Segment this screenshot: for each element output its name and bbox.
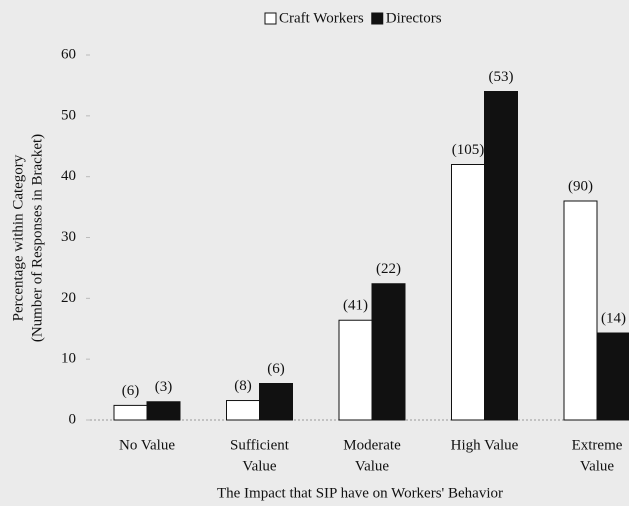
y-tick-label: 60 — [61, 46, 76, 62]
data-label: (3) — [155, 379, 173, 395]
data-label: (14) — [601, 310, 626, 326]
legend-swatch — [371, 12, 384, 25]
y-tick-label: 0 — [69, 411, 77, 427]
x-tick-label: No Value — [119, 437, 175, 453]
bar — [113, 404, 148, 421]
y-tick-label: 40 — [61, 168, 76, 184]
data-label: (8) — [234, 378, 252, 394]
y-tick-label: 10 — [61, 351, 76, 367]
bar — [596, 332, 629, 421]
bar — [226, 400, 260, 421]
x-tick-label: Sufficient — [230, 437, 290, 453]
y-axis-title-line: Percentage within Category — [10, 154, 26, 321]
bar — [563, 200, 598, 421]
x-tick-label: High Value — [451, 437, 519, 453]
y-tick-label: 20 — [61, 290, 76, 306]
y-axis-title: Percentage within Category (Number of Re… — [10, 134, 45, 342]
bar — [484, 91, 518, 421]
x-tick-label: Value — [242, 458, 276, 474]
data-label: (22) — [376, 261, 401, 277]
data-label: (53) — [489, 69, 514, 85]
data-label: (6) — [122, 383, 140, 399]
y-axis-title-line: (Number of Responses in Bracket) — [29, 134, 45, 342]
data-label: (105) — [452, 142, 485, 158]
bar — [451, 164, 485, 421]
data-label: (6) — [267, 361, 285, 377]
data-label: (90) — [568, 178, 593, 194]
bar — [146, 401, 181, 421]
legend-swatch — [264, 12, 277, 25]
y-tick-label: 30 — [61, 229, 76, 245]
x-tick-label: Moderate — [343, 437, 401, 453]
x-tick-label: Extreme — [572, 437, 623, 453]
bar — [259, 383, 293, 421]
data-label: (41) — [343, 298, 368, 314]
y-tick-label: 50 — [61, 107, 76, 123]
legend-label: Craft Workers — [279, 10, 364, 26]
legend-label: Directors — [386, 10, 442, 26]
x-axis-title: The Impact that SIP have on Workers' Beh… — [217, 485, 503, 501]
bar — [371, 283, 406, 421]
x-tick-label: Value — [580, 458, 614, 474]
x-tick-label: Value — [355, 458, 389, 474]
bar — [338, 319, 373, 421]
